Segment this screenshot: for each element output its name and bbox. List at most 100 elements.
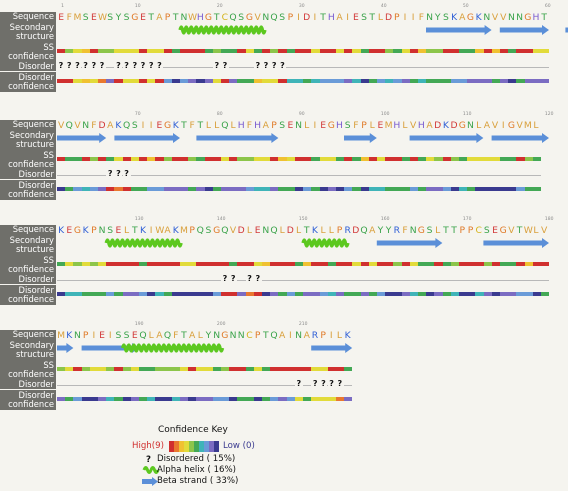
residue: I — [411, 12, 415, 23]
position-tick: 70 — [134, 112, 141, 117]
residue: F — [173, 330, 179, 341]
residue: G — [327, 120, 335, 131]
residue: Y — [205, 330, 212, 341]
residue: K — [172, 225, 179, 236]
residue: N — [295, 120, 302, 131]
residue: F — [418, 12, 424, 23]
residue: Y — [115, 12, 122, 23]
residue: M — [179, 225, 188, 236]
disorder-marker: ? — [245, 274, 254, 283]
disorder-label: Disorder — [0, 275, 56, 284]
residue: I — [92, 330, 96, 341]
disorder-confidence-label: Disorder confidence — [0, 285, 56, 305]
disorder-marker: ? — [221, 274, 229, 283]
disorder-marker: ? — [98, 61, 106, 70]
secondary-structure-track — [57, 133, 549, 143]
position-tick: 100 — [380, 112, 390, 117]
position-tick: 200 — [216, 322, 226, 327]
residue: L — [336, 330, 343, 341]
residue: A — [164, 225, 171, 236]
position-tick: 190 — [134, 322, 144, 327]
residue: E — [66, 225, 73, 236]
residue: I — [313, 12, 317, 23]
disorder-marker: ? — [114, 169, 123, 178]
beta-strand — [483, 238, 549, 248]
residue: L — [205, 120, 212, 131]
residue: T — [303, 225, 310, 236]
beta-strand — [114, 133, 180, 143]
residue: K — [139, 225, 146, 236]
residue: Y — [385, 225, 392, 236]
residue: G — [163, 120, 172, 131]
ss-confidence-label: SS confidence — [0, 150, 56, 170]
residue: C — [221, 12, 229, 23]
residue: Y — [434, 12, 441, 23]
key-alpha-helix: Alpha helix ( 16%) — [157, 465, 237, 475]
residue: Q — [65, 120, 73, 131]
residue: T — [262, 330, 269, 341]
disorder-marker: ? — [57, 61, 65, 70]
residue: L — [377, 12, 383, 23]
residue: L — [197, 330, 203, 341]
residue: E — [115, 225, 122, 236]
disorder-marker: ? — [89, 61, 98, 70]
disorder-marker: ? — [114, 61, 123, 70]
residue: K — [66, 330, 73, 341]
residue: S — [123, 330, 130, 341]
residue: M — [384, 120, 393, 131]
residue: G — [507, 120, 515, 131]
residue: E — [90, 12, 97, 23]
residue: E — [254, 225, 261, 236]
residue: K — [475, 12, 482, 23]
residue: L — [124, 225, 130, 236]
residue: P — [336, 225, 343, 236]
residue: E — [352, 12, 359, 23]
position-tick: 170 — [462, 217, 472, 222]
residue: D — [450, 120, 458, 131]
residue: Q — [229, 12, 237, 23]
ss-confidence-bar — [57, 49, 550, 53]
disorder-marker: ? — [130, 61, 139, 70]
position-tick: 210 — [298, 322, 308, 327]
residue: K — [311, 225, 318, 236]
residue: W — [155, 225, 165, 236]
residue: N — [516, 12, 524, 23]
secondary-structure-label: Secondary structure — [0, 340, 56, 360]
residue: L — [533, 225, 539, 236]
disorder-marker: ? — [253, 61, 262, 70]
disorder-label: Disorder — [0, 170, 56, 179]
residue: M — [523, 120, 532, 131]
residue: S — [107, 225, 114, 236]
residue: I — [108, 330, 112, 341]
disorder-track — [57, 385, 353, 386]
residue: W — [97, 12, 108, 23]
position-tick: 120 — [544, 112, 554, 117]
residue: F — [66, 12, 72, 23]
disorder-marker: ? — [294, 379, 303, 388]
residue: P — [459, 225, 466, 236]
ss-confidence-label: SS confidence — [0, 42, 56, 62]
residue: Q — [163, 330, 172, 341]
alpha-helix-icon — [142, 466, 160, 474]
residue: E — [287, 120, 294, 131]
residue: P — [164, 12, 171, 23]
residue: I — [346, 12, 350, 23]
residue: T — [181, 330, 187, 341]
residue: E — [99, 330, 105, 341]
residue: E — [377, 120, 384, 131]
position-tick: 130 — [134, 217, 144, 222]
residue: S — [82, 12, 89, 23]
residue: L — [369, 120, 375, 131]
beta-strand — [426, 25, 492, 35]
residue: T — [131, 225, 138, 236]
residue: I — [297, 12, 300, 23]
residue: A — [156, 12, 163, 23]
residue: I — [149, 225, 153, 236]
residue: N — [180, 12, 188, 23]
residue: A — [262, 120, 269, 131]
residue: V — [74, 120, 81, 131]
residue: Q — [270, 225, 278, 236]
residue: T — [213, 12, 220, 23]
residue: V — [254, 12, 261, 23]
residue: N — [74, 330, 81, 341]
